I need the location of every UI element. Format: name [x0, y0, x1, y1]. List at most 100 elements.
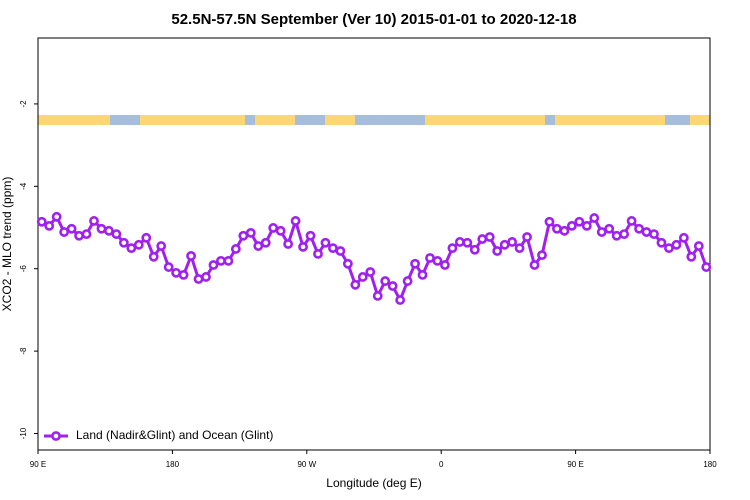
data-point	[537, 250, 547, 261]
data-point	[208, 260, 219, 270]
data-point	[447, 243, 458, 254]
data-point	[148, 251, 159, 262]
data-point	[492, 246, 503, 256]
legend-marker	[51, 431, 61, 441]
data-point	[350, 279, 361, 290]
land-ocean-strip	[38, 115, 710, 125]
data-point	[163, 262, 174, 272]
data-point	[678, 232, 689, 243]
land-strip	[140, 115, 245, 125]
data-point	[596, 227, 607, 237]
data-point	[522, 232, 532, 242]
data-point	[611, 230, 622, 241]
data-point	[156, 241, 167, 251]
data-point	[283, 239, 294, 249]
chart-title: 52.5N-57.5N September (Ver 10) 2015-01-0…	[171, 11, 576, 28]
data-point	[104, 225, 114, 236]
x-tick-label: 180	[166, 460, 180, 469]
data-point	[328, 243, 338, 254]
x-tick-label: 0	[439, 460, 444, 469]
data-point	[395, 295, 406, 305]
data-point	[581, 220, 592, 231]
data-point	[81, 229, 92, 240]
data-point	[417, 269, 428, 280]
data-point	[454, 237, 465, 247]
data-point	[253, 241, 264, 251]
data-point	[380, 276, 391, 286]
data-point	[604, 223, 615, 234]
land-strip	[255, 115, 295, 125]
data-point	[126, 243, 137, 254]
data-point	[641, 227, 652, 237]
data-point	[387, 281, 398, 291]
data-point	[118, 237, 129, 248]
ocean-strip	[38, 115, 710, 125]
data-point	[44, 220, 55, 231]
data-point	[260, 237, 271, 248]
land-strip	[555, 115, 665, 125]
data-point	[111, 229, 122, 240]
data-point	[589, 213, 600, 223]
legend-label: Land (Nadir&Glint) and Ocean (Glint)	[76, 428, 273, 442]
land-strip	[425, 115, 545, 125]
data-point	[499, 239, 510, 250]
data-point	[193, 274, 204, 284]
x-tick-label: 90 E	[30, 460, 46, 469]
data-point	[290, 216, 301, 226]
data-point	[484, 232, 495, 242]
data-point	[432, 255, 443, 266]
data-point	[89, 216, 99, 226]
data-point	[619, 229, 630, 240]
land-strip	[325, 115, 355, 125]
data-point	[664, 243, 674, 254]
data-point	[186, 251, 196, 261]
plot-frame	[37, 37, 711, 451]
data-point	[410, 258, 420, 269]
y-tick-label: -10	[19, 427, 28, 439]
y-tick-label: -2	[19, 100, 28, 108]
data-point	[223, 255, 234, 266]
data-point	[626, 216, 637, 226]
data-point	[649, 229, 659, 240]
data-point	[686, 251, 697, 262]
data-point	[335, 246, 346, 256]
data-point	[178, 269, 189, 280]
data-point	[59, 227, 70, 237]
data-point	[74, 230, 84, 241]
data-point	[462, 237, 473, 248]
data-point	[634, 223, 644, 234]
x-axis-label: Longitude (deg E)	[326, 476, 421, 490]
data-point	[559, 225, 570, 236]
data-point	[171, 267, 182, 278]
data-point	[656, 237, 667, 248]
data-point	[402, 276, 413, 286]
x-tick-label: 180	[703, 460, 717, 469]
data-point	[469, 244, 480, 255]
data-point	[507, 237, 518, 247]
data-point	[133, 239, 144, 250]
data-point	[245, 227, 256, 238]
data-point	[320, 237, 331, 248]
y-axis-label: XCO2 - MLO trend (ppm)	[0, 177, 14, 312]
data-point	[342, 258, 353, 269]
data-point	[544, 216, 555, 227]
data-point	[440, 260, 450, 270]
data-point	[477, 234, 488, 244]
data-point	[514, 243, 525, 254]
land-strip	[690, 115, 710, 125]
data-point	[425, 253, 435, 263]
data-point	[96, 223, 107, 234]
y-tick-label: -6	[19, 265, 28, 273]
data-point	[66, 223, 77, 234]
data-point	[372, 291, 383, 301]
data-point	[268, 223, 279, 233]
data-point	[693, 241, 704, 251]
data-point	[275, 225, 286, 236]
data-point	[305, 230, 316, 241]
data-point	[298, 241, 308, 252]
data-point	[365, 267, 376, 277]
x-tick-label: 90 W	[297, 460, 316, 469]
data-point	[552, 223, 562, 234]
data-point	[216, 255, 226, 266]
